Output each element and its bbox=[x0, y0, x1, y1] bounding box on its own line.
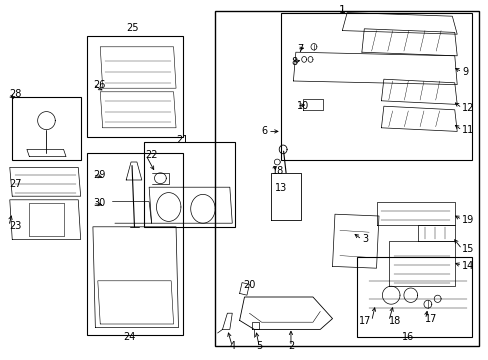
Bar bbox=[215, 11, 478, 346]
Text: 30: 30 bbox=[93, 198, 105, 208]
Text: 28: 28 bbox=[9, 89, 21, 99]
Text: 20: 20 bbox=[243, 280, 255, 290]
Text: 5: 5 bbox=[256, 341, 262, 351]
Text: 22: 22 bbox=[145, 150, 158, 160]
Text: 14: 14 bbox=[461, 261, 473, 271]
Text: 8: 8 bbox=[291, 57, 297, 67]
Text: 13: 13 bbox=[275, 183, 287, 193]
Bar bbox=[144, 142, 234, 227]
Text: 10: 10 bbox=[296, 101, 308, 111]
Text: 25: 25 bbox=[125, 23, 138, 33]
Bar bbox=[281, 13, 471, 160]
Text: 19: 19 bbox=[461, 215, 473, 225]
Text: 26: 26 bbox=[93, 80, 105, 90]
Bar bbox=[87, 153, 183, 335]
Bar bbox=[12, 97, 81, 160]
Bar bbox=[87, 36, 183, 137]
Text: 17: 17 bbox=[359, 316, 371, 326]
Bar bbox=[356, 257, 471, 337]
Text: 15: 15 bbox=[461, 244, 473, 254]
Text: 18: 18 bbox=[388, 316, 400, 326]
Text: 21: 21 bbox=[176, 135, 188, 145]
Text: 23: 23 bbox=[9, 221, 21, 231]
Text: 2: 2 bbox=[287, 341, 293, 351]
Text: 11: 11 bbox=[461, 125, 473, 135]
Text: 29: 29 bbox=[93, 170, 105, 180]
Text: 7: 7 bbox=[296, 44, 303, 54]
Text: 9: 9 bbox=[461, 67, 468, 77]
Text: 12: 12 bbox=[461, 103, 473, 113]
Text: 6: 6 bbox=[261, 126, 267, 136]
Text: 1: 1 bbox=[338, 5, 345, 15]
Text: 3: 3 bbox=[361, 234, 367, 244]
Text: 24: 24 bbox=[123, 332, 136, 342]
Text: 18: 18 bbox=[272, 166, 284, 176]
Text: 27: 27 bbox=[9, 179, 21, 189]
Text: 4: 4 bbox=[229, 341, 235, 351]
Text: 17: 17 bbox=[425, 314, 437, 324]
Text: 16: 16 bbox=[401, 332, 414, 342]
